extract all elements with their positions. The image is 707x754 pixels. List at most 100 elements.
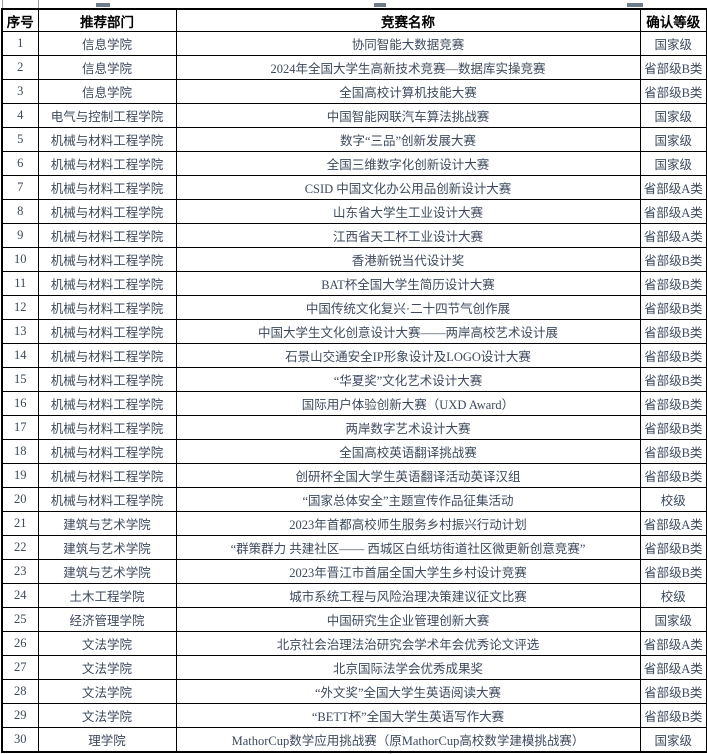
table-row: 1 信息学院 协同智能大数据竞赛 国家级 — [1, 31, 707, 56]
cropped-text-remnant — [96, 3, 110, 7]
row-dept-cell: 信息学院 — [37, 31, 177, 56]
gridline-remnant — [2, 0, 3, 8]
row-level-cell: 校级 — [639, 487, 707, 512]
row-name-cell: 全国高校英语翻译挑战赛 — [175, 439, 641, 464]
row-level-cell: 省部级B类 — [639, 367, 707, 392]
row-level-cell: 省部级B类 — [639, 439, 707, 464]
row-dept-cell: 土木工程学院 — [37, 583, 177, 608]
row-dept-cell: 建筑与艺术学院 — [37, 559, 177, 584]
row-number-cell: 2 — [1, 55, 39, 80]
row-number-cell: 11 — [1, 271, 39, 296]
row-level-cell: 国家级 — [639, 607, 707, 632]
row-name-cell: 全国高校计算机技能大赛 — [175, 79, 641, 104]
row-level-cell: 省部级A类 — [639, 223, 707, 248]
row-name-cell: 山东省大学生工业设计大赛 — [175, 199, 641, 224]
row-name-cell: 2024年全国大学生高新技术竞赛—数据库实操竞赛 — [175, 55, 641, 80]
row-number-cell: 17 — [1, 415, 39, 440]
row-name-cell: 两岸数字艺术设计大赛 — [175, 415, 641, 440]
row-level-cell: 省部级B类 — [639, 415, 707, 440]
cropped-text-remnant — [627, 3, 643, 7]
row-number-cell: 18 — [1, 439, 39, 464]
table-row: 4 电气与控制工程学院 中国智能网联汽车算法挑战赛 国家级 — [1, 103, 707, 128]
row-level-cell: 省部级A类 — [639, 655, 707, 680]
row-name-cell: “国家总体安全”主题宣传作品征集活动 — [175, 487, 641, 512]
row-level-cell: 省部级B类 — [639, 295, 707, 320]
table-row: 11 机械与材料工程学院 BAT杯全国大学生简历设计大赛 省部级B类 — [1, 271, 707, 296]
row-dept-cell: 机械与材料工程学院 — [37, 487, 177, 512]
row-number-cell: 13 — [1, 319, 39, 344]
row-dept-cell: 机械与材料工程学院 — [37, 127, 177, 152]
row-name-cell: 中国传统文化复兴·二十四节气创作展 — [175, 295, 641, 320]
row-number-cell: 15 — [1, 367, 39, 392]
row-level-cell: 省部级B类 — [639, 247, 707, 272]
row-dept-cell: 机械与材料工程学院 — [37, 223, 177, 248]
row-dept-cell: 机械与材料工程学院 — [37, 271, 177, 296]
table-header: 序号 推荐部门 竞赛名称 确认等级 — [1, 8, 707, 32]
row-dept-cell: 建筑与艺术学院 — [37, 511, 177, 536]
row-level-cell: 省部级B类 — [639, 79, 707, 104]
table-row: 14 机械与材料工程学院 石景山交通安全IP形象设计及LOGO设计大赛 省部级B类 — [1, 343, 707, 368]
table-body: 1 信息学院 协同智能大数据竞赛 国家级 2 信息学院 2024年全国大学生高新技术竞赛—数… — [1, 31, 707, 753]
row-dept-cell: 机械与材料工程学院 — [37, 391, 177, 416]
table-row: 17 机械与材料工程学院 两岸数字艺术设计大赛 省部级B类 — [1, 415, 707, 440]
row-dept-cell: 机械与材料工程学院 — [37, 439, 177, 464]
row-dept-cell: 机械与材料工程学院 — [37, 175, 177, 200]
table-row: 5 机械与材料工程学院 数字“三品”创新发展大赛 国家级 — [1, 127, 707, 152]
row-number-cell: 28 — [1, 679, 39, 704]
row-level-cell: 省部级A类 — [639, 631, 707, 656]
row-number-cell: 6 — [1, 151, 39, 176]
table-row: 18 机械与材料工程学院 全国高校英语翻译挑战赛 省部级B类 — [1, 439, 707, 464]
row-level-cell: 省部级A类 — [639, 175, 707, 200]
header-row: 序号 推荐部门 竞赛名称 确认等级 — [1, 8, 707, 32]
row-dept-cell: 信息学院 — [37, 55, 177, 80]
table-row: 16 机械与材料工程学院 国际用户体验创新大赛（UXD Award） 省部级B类 — [1, 391, 707, 416]
row-level-cell: 省部级B类 — [639, 343, 707, 368]
row-dept-cell: 文法学院 — [37, 703, 177, 728]
row-dept-cell: 电气与控制工程学院 — [37, 103, 177, 128]
row-name-cell: “BETT杯”全国大学生英语写作大赛 — [175, 703, 641, 728]
row-name-cell: 江西省天工杯工业设计大赛 — [175, 223, 641, 248]
row-number-cell: 26 — [1, 631, 39, 656]
row-name-cell: 创研杯全国大学生英语翻译活动英译汉组 — [175, 463, 641, 488]
table-row: 27 文法学院 北京国际法学会优秀成果奖 省部级A类 — [1, 655, 707, 680]
table-row: 20 机械与材料工程学院 “国家总体安全”主题宣传作品征集活动 校级 — [1, 487, 707, 512]
table-row: 10 机械与材料工程学院 香港新锐当代设计奖 省部级B类 — [1, 247, 707, 272]
table-row: 2 信息学院 2024年全国大学生高新技术竞赛—数据库实操竞赛 省部级B类 — [1, 55, 707, 80]
row-name-cell: 协同智能大数据竞赛 — [175, 31, 641, 56]
row-number-cell: 5 — [1, 127, 39, 152]
table-row: 12 机械与材料工程学院 中国传统文化复兴·二十四节气创作展 省部级B类 — [1, 295, 707, 320]
table-row: 6 机械与材料工程学院 全国三维数字化创新设计大赛 国家级 — [1, 151, 707, 176]
row-level-cell: 国家级 — [639, 727, 707, 753]
row-dept-cell: 经济管理学院 — [37, 607, 177, 632]
row-name-cell: 数字“三品”创新发展大赛 — [175, 127, 641, 152]
row-number-cell: 20 — [1, 487, 39, 512]
row-number-cell: 3 — [1, 79, 39, 104]
table-row: 23 建筑与艺术学院 2023年晋江市首届全国大学生乡村设计竞赛 省部级B类 — [1, 559, 707, 584]
table-row: 21 建筑与艺术学院 2023年首都高校师生服务乡村振兴行动计划 省部级A类 — [1, 511, 707, 536]
row-name-cell: MathorCup数学应用挑战赛（原MathorCup高校数学建模挑战赛） — [175, 727, 641, 753]
row-level-cell: 省部级B类 — [639, 703, 707, 728]
table-row: 13 机械与材料工程学院 中国大学生文化创意设计大赛——两岸高校艺术设计展 省部级B类 — [1, 319, 707, 344]
row-number-cell: 23 — [1, 559, 39, 584]
row-number-cell: 7 — [1, 175, 39, 200]
row-dept-cell: 机械与材料工程学院 — [37, 295, 177, 320]
col-header-level: 确认等级 — [639, 8, 707, 32]
row-level-cell: 省部级B类 — [639, 55, 707, 80]
row-number-cell: 27 — [1, 655, 39, 680]
row-name-cell: 国际用户体验创新大赛（UXD Award） — [175, 391, 641, 416]
col-header-name: 竞赛名称 — [175, 8, 641, 32]
table-row: 19 机械与材料工程学院 创研杯全国大学生英语翻译活动英译汉组 省部级B类 — [1, 463, 707, 488]
row-dept-cell: 机械与材料工程学院 — [37, 319, 177, 344]
row-name-cell: 全国三维数字化创新设计大赛 — [175, 151, 641, 176]
row-name-cell: 北京社会治理法治研究会学术年会优秀论文评选 — [175, 631, 641, 656]
row-name-cell: 城市系统工程与风险治理决策建议征文比赛 — [175, 583, 641, 608]
row-number-cell: 8 — [1, 199, 39, 224]
row-name-cell: 石景山交通安全IP形象设计及LOGO设计大赛 — [175, 343, 641, 368]
row-name-cell: 2023年晋江市首届全国大学生乡村设计竞赛 — [175, 559, 641, 584]
row-name-cell: 中国大学生文化创意设计大赛——两岸高校艺术设计展 — [175, 319, 641, 344]
row-level-cell: 省部级B类 — [639, 535, 707, 560]
row-dept-cell: 信息学院 — [37, 79, 177, 104]
row-number-cell: 21 — [1, 511, 39, 536]
row-level-cell: 省部级B类 — [639, 463, 707, 488]
row-level-cell: 省部级A类 — [639, 199, 707, 224]
